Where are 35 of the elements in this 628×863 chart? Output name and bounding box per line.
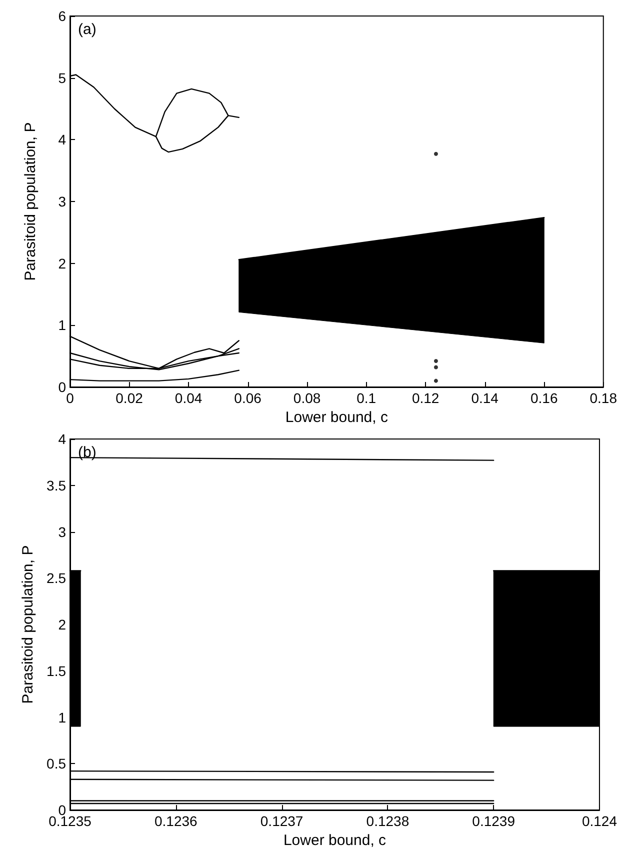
x-tick-label: 0.1236 bbox=[154, 813, 198, 829]
y-tick-label: 5 bbox=[58, 70, 66, 86]
annotation: (a) bbox=[78, 21, 96, 38]
x-axis-title: Lower bound, c bbox=[283, 832, 387, 849]
x-tick-label: 0.06 bbox=[234, 390, 262, 406]
y-tick-label: 1 bbox=[58, 317, 66, 334]
x-tick-label: 0.1237 bbox=[260, 813, 304, 829]
x-tick-label: 0.08 bbox=[293, 390, 321, 406]
x-tick-label: 0.1238 bbox=[366, 813, 410, 829]
y-axis-title: Parasitoid population, P bbox=[22, 122, 39, 281]
x-axis-title: Lower bound, c bbox=[285, 408, 388, 426]
annotation: (b) bbox=[78, 444, 96, 461]
x-tick-label: 0.18 bbox=[590, 390, 618, 406]
x-tick-label: 0.12 bbox=[412, 390, 440, 406]
y-tick-label: 4 bbox=[58, 132, 66, 148]
x-tick-label: 0.04 bbox=[174, 390, 202, 406]
x-tick-label: 0.16 bbox=[530, 390, 558, 406]
y-tick-label: 3 bbox=[58, 524, 66, 540]
y-tick-label: 0.5 bbox=[46, 756, 66, 772]
y-tick-label: 1.5 bbox=[46, 662, 66, 679]
x-tick-label: 0.1239 bbox=[472, 813, 516, 829]
y-tick-label: 2.5 bbox=[46, 570, 66, 586]
y-axis-title: Parasitoid population, P bbox=[20, 545, 37, 704]
y-tick-label: 0 bbox=[58, 379, 66, 395]
y-tick-label: 6 bbox=[58, 8, 66, 24]
y-tick-label: 3 bbox=[58, 194, 66, 210]
y-tick-label: 3.5 bbox=[46, 477, 66, 494]
x-tick-label: 0.02 bbox=[116, 390, 144, 406]
x-tick-label: 0.14 bbox=[471, 390, 499, 406]
y-tick-label: 4 bbox=[58, 431, 66, 447]
x-tick-label: 0.1 bbox=[356, 390, 376, 406]
y-tick-label: 2 bbox=[58, 255, 66, 272]
x-tick-label: 0.124 bbox=[582, 813, 618, 829]
y-tick-label: 2 bbox=[58, 616, 66, 632]
y-tick-label: 1 bbox=[58, 709, 66, 726]
